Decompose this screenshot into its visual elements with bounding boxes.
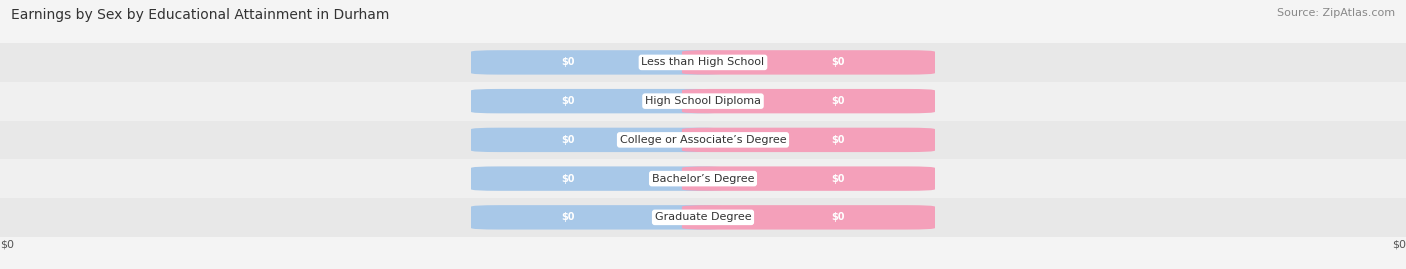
Text: Graduate Degree: Graduate Degree [655, 212, 751, 222]
Text: $0: $0 [561, 96, 575, 106]
Text: Bachelor’s Degree: Bachelor’s Degree [652, 174, 754, 184]
Text: $0: $0 [831, 57, 845, 68]
FancyBboxPatch shape [682, 50, 935, 75]
FancyBboxPatch shape [0, 198, 1406, 237]
Text: $0: $0 [561, 174, 575, 184]
Text: Earnings by Sex by Educational Attainment in Durham: Earnings by Sex by Educational Attainmen… [11, 8, 389, 22]
FancyBboxPatch shape [0, 159, 1406, 198]
FancyBboxPatch shape [682, 89, 935, 113]
FancyBboxPatch shape [682, 167, 935, 191]
Text: $0: $0 [831, 174, 845, 184]
Text: Less than High School: Less than High School [641, 57, 765, 68]
Text: $0: $0 [831, 135, 845, 145]
FancyBboxPatch shape [0, 82, 1406, 121]
Text: Source: ZipAtlas.com: Source: ZipAtlas.com [1277, 8, 1395, 18]
Text: College or Associate’s Degree: College or Associate’s Degree [620, 135, 786, 145]
FancyBboxPatch shape [471, 128, 724, 152]
Text: $0: $0 [561, 57, 575, 68]
Text: $0: $0 [561, 135, 575, 145]
Text: $0: $0 [831, 212, 845, 222]
FancyBboxPatch shape [0, 121, 1406, 159]
FancyBboxPatch shape [471, 167, 724, 191]
Text: High School Diploma: High School Diploma [645, 96, 761, 106]
FancyBboxPatch shape [682, 128, 935, 152]
FancyBboxPatch shape [682, 205, 935, 229]
Text: $0: $0 [0, 239, 14, 249]
Text: $0: $0 [561, 212, 575, 222]
FancyBboxPatch shape [471, 205, 724, 229]
FancyBboxPatch shape [471, 89, 724, 113]
Text: $0: $0 [1392, 239, 1406, 249]
FancyBboxPatch shape [471, 50, 724, 75]
Text: $0: $0 [831, 96, 845, 106]
FancyBboxPatch shape [0, 43, 1406, 82]
